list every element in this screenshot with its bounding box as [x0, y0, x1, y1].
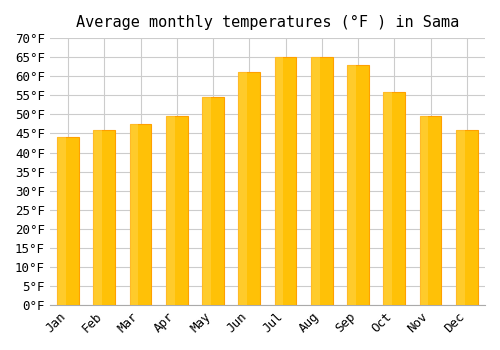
Bar — [311, 57, 332, 305]
Bar — [130, 124, 152, 305]
Bar — [202, 97, 224, 305]
Bar — [166, 116, 188, 305]
Bar — [384, 91, 392, 305]
Bar — [94, 130, 115, 305]
Bar — [202, 97, 211, 305]
Bar — [420, 116, 442, 305]
Bar — [347, 65, 369, 305]
Bar — [274, 57, 296, 305]
Bar — [130, 124, 138, 305]
Bar — [57, 137, 66, 305]
Bar — [456, 130, 477, 305]
Bar — [57, 137, 79, 305]
Bar — [311, 57, 320, 305]
Bar — [274, 57, 283, 305]
Bar — [384, 91, 405, 305]
Bar — [456, 130, 464, 305]
Bar — [347, 65, 356, 305]
Bar — [94, 130, 102, 305]
Title: Average monthly temperatures (°F ) in Sama: Average monthly temperatures (°F ) in Sa… — [76, 15, 459, 30]
Bar — [166, 116, 174, 305]
Bar — [238, 72, 247, 305]
Bar — [238, 72, 260, 305]
Bar — [420, 116, 428, 305]
